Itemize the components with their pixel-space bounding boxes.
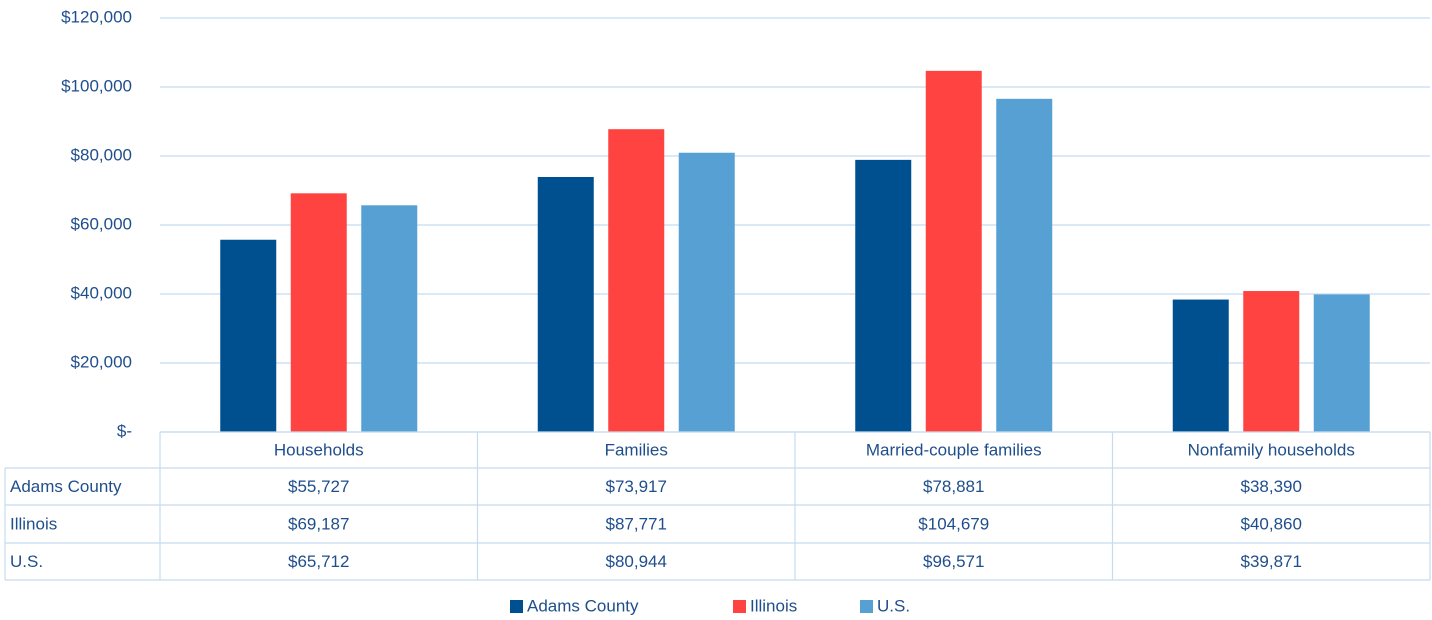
legend-label: U.S.	[877, 596, 910, 615]
table-cell: $78,881	[923, 477, 984, 496]
y-tick-label: $40,000	[71, 283, 132, 302]
x-tick-label: Families	[605, 440, 668, 459]
table-cell: $65,712	[288, 552, 349, 571]
bar	[220, 239, 277, 432]
table-cell: $104,679	[918, 514, 989, 533]
bar	[1313, 294, 1370, 432]
table-cell: $96,571	[923, 552, 984, 571]
bar	[1243, 291, 1300, 432]
table-cell: $55,727	[288, 477, 349, 496]
legend-swatch	[860, 600, 873, 613]
x-tick-label: Nonfamily households	[1188, 440, 1355, 459]
table-cell: $80,944	[606, 552, 667, 571]
table-cell: $73,917	[606, 477, 667, 496]
table-row-label: U.S.	[10, 552, 43, 571]
table-row-label: Illinois	[10, 514, 57, 533]
table-cell: $40,860	[1241, 514, 1302, 533]
y-tick-label: $20,000	[71, 352, 132, 371]
bar	[1172, 299, 1229, 432]
legend-swatch	[510, 600, 523, 613]
table-cell: $39,871	[1241, 552, 1302, 571]
bar	[290, 193, 347, 432]
bar	[537, 176, 594, 432]
table-cell: $87,771	[606, 514, 667, 533]
y-tick-label: $-	[117, 421, 132, 440]
table-cell: $38,390	[1241, 477, 1302, 496]
table-cell: $69,187	[288, 514, 349, 533]
bar	[678, 152, 735, 432]
bar	[855, 159, 912, 433]
y-tick-label: $120,000	[61, 7, 132, 26]
bar	[608, 129, 665, 432]
y-tick-label: $80,000	[71, 145, 132, 164]
legend-label: Illinois	[750, 596, 797, 615]
bar	[361, 205, 418, 432]
legend-label: Adams County	[527, 596, 639, 615]
x-tick-label: Married-couple families	[866, 440, 1042, 459]
x-tick-label: Households	[274, 440, 364, 459]
table-row-label: Adams County	[10, 477, 122, 496]
y-tick-label: $60,000	[71, 214, 132, 233]
y-tick-label: $100,000	[61, 76, 132, 95]
bar	[925, 70, 982, 432]
legend-swatch	[733, 600, 746, 613]
bar	[996, 98, 1053, 432]
